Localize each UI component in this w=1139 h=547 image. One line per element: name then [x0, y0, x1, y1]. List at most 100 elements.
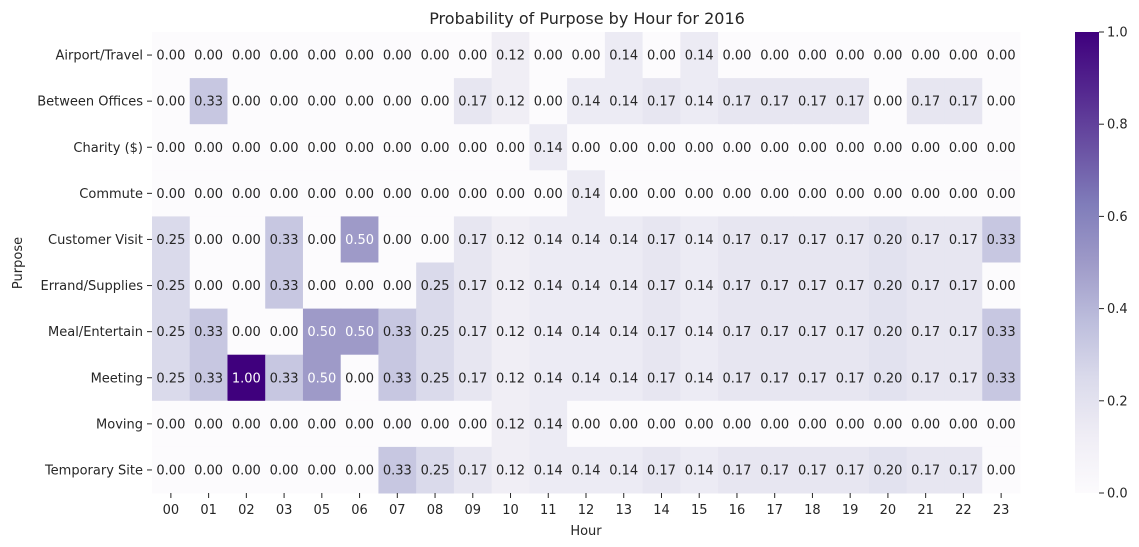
heatmap-cell — [152, 216, 191, 263]
cell-value-label: 0.00 — [232, 187, 261, 202]
heatmap-cell — [680, 262, 719, 310]
heatmap-cell — [793, 170, 832, 217]
cell-value-label: 0.00 — [232, 417, 261, 432]
cell-value-label: 0.17 — [836, 95, 865, 110]
chart-title: Probability of Purpose by Hour for 2016 — [429, 9, 745, 28]
heatmap-cell — [982, 446, 1021, 494]
cell-value-label: 0.00 — [383, 49, 412, 64]
cell-value-label: 0.17 — [722, 371, 751, 386]
cell-value-label: 0.00 — [609, 187, 638, 202]
cell-value-label: 0.00 — [194, 187, 223, 202]
cell-value-label: 0.00 — [609, 417, 638, 432]
cell-value-label: 0.33 — [987, 325, 1016, 340]
cell-value-label: 0.14 — [534, 417, 563, 432]
heatmap-cell — [831, 124, 870, 171]
cell-value-label: 0.17 — [760, 325, 789, 340]
cell-value-label: 0.14 — [572, 187, 601, 202]
heatmap-cell — [718, 32, 757, 79]
cell-value-label: 0.00 — [383, 233, 412, 248]
cell-value-label: 0.00 — [798, 187, 827, 202]
heatmap-cell — [189, 262, 228, 310]
cell-value-label: 0.33 — [383, 463, 412, 478]
cell-value-label: 0.33 — [194, 325, 223, 340]
heatmap-cell — [189, 170, 228, 217]
cell-value-label: 0.00 — [496, 141, 525, 156]
cell-value-label: 0.50 — [307, 325, 336, 340]
x-tick-label: 10 — [502, 503, 519, 518]
cell-value-label: 0.00 — [383, 417, 412, 432]
cell-value-label: 0.00 — [987, 187, 1016, 202]
cell-value-label: 0.00 — [987, 417, 1016, 432]
cell-value-label: 0.14 — [572, 325, 601, 340]
cell-value-label: 0.14 — [685, 325, 714, 340]
heatmap-cell — [265, 32, 304, 79]
heatmap-cell — [906, 216, 946, 263]
heatmap-cell — [416, 32, 455, 79]
x-tick-label: 11 — [540, 503, 557, 518]
cell-value-label: 0.00 — [307, 233, 336, 248]
cell-value-label: 0.25 — [156, 371, 185, 386]
y-tick-label: Customer Visit — [48, 233, 143, 248]
cell-value-label: 0.00 — [421, 49, 450, 64]
y-tick-label: Temporary Site — [44, 463, 143, 478]
cell-value-label: 0.00 — [270, 187, 299, 202]
heatmap-cell — [944, 78, 983, 125]
cell-value-label: 0.00 — [760, 417, 789, 432]
heatmap-cell — [529, 446, 568, 494]
cell-value-label: 0.00 — [647, 49, 676, 64]
cell-value-label: 0.00 — [345, 417, 374, 432]
x-tick-label: 21 — [917, 503, 934, 518]
heatmap-cell — [906, 308, 946, 356]
heatmap-cell — [604, 400, 644, 448]
heatmap-cell — [604, 262, 644, 310]
heatmap-cell — [869, 78, 908, 125]
cell-value-label: 0.00 — [572, 49, 601, 64]
cell-value-label: 0.00 — [949, 417, 978, 432]
colorbar-tick-label: 0.2 — [1107, 394, 1128, 409]
cell-value-label: 0.25 — [156, 233, 185, 248]
heatmap-cell — [152, 124, 191, 171]
x-tick-label: 00 — [163, 503, 180, 518]
heatmap-cell — [265, 354, 304, 402]
cell-value-label: 0.00 — [458, 417, 487, 432]
cell-value-label: 0.12 — [496, 279, 525, 294]
heatmap-cell — [378, 216, 417, 263]
heatmap-cell — [906, 32, 946, 79]
cell-value-label: 0.17 — [798, 325, 827, 340]
heatmap-cell — [378, 400, 417, 448]
heatmap-cell — [718, 170, 757, 217]
heatmap-cell — [604, 78, 644, 125]
heatmap-cell — [944, 400, 983, 448]
heatmap-cell — [340, 216, 379, 263]
heatmap-cell — [718, 78, 757, 125]
cell-value-labels: 0.00 0.00 0.00 0.00 0.00 0.00 0.00 0.00 0.00 0.12… — [156, 49, 1015, 479]
cell-value-label: 0.17 — [911, 325, 940, 340]
cell-value-label: 0.17 — [647, 325, 676, 340]
heatmap-cell — [416, 446, 455, 494]
cell-value-label: 0.12 — [496, 417, 525, 432]
heatmap-cell — [152, 78, 191, 125]
cell-value-label: 0.00 — [836, 187, 865, 202]
cell-value-label: 0.00 — [647, 141, 676, 156]
cell-value-label: 0.14 — [572, 279, 601, 294]
heatmap-cell — [793, 124, 832, 171]
heatmap-cell — [755, 400, 795, 448]
cell-value-label: 0.20 — [873, 233, 902, 248]
cell-value-label: 0.00 — [798, 417, 827, 432]
cell-value-label: 0.00 — [949, 187, 978, 202]
heatmap-cell — [944, 32, 983, 79]
cell-value-label: 0.00 — [345, 463, 374, 478]
heatmap-cell — [718, 216, 757, 263]
cell-value-label: 0.00 — [421, 417, 450, 432]
cell-value-label: 0.12 — [496, 49, 525, 64]
cell-value-label: 0.25 — [156, 279, 185, 294]
cell-value-label: 0.14 — [534, 325, 563, 340]
cell-value-label: 0.00 — [987, 49, 1016, 64]
cell-value-label: 0.00 — [458, 187, 487, 202]
cell-value-label: 0.00 — [836, 49, 865, 64]
cell-value-label: 0.00 — [873, 49, 902, 64]
heatmap-cell — [642, 446, 681, 494]
y-tick-label: Between Offices — [37, 95, 143, 110]
heatmap-cell — [642, 78, 681, 125]
heatmap-cell — [378, 124, 417, 171]
